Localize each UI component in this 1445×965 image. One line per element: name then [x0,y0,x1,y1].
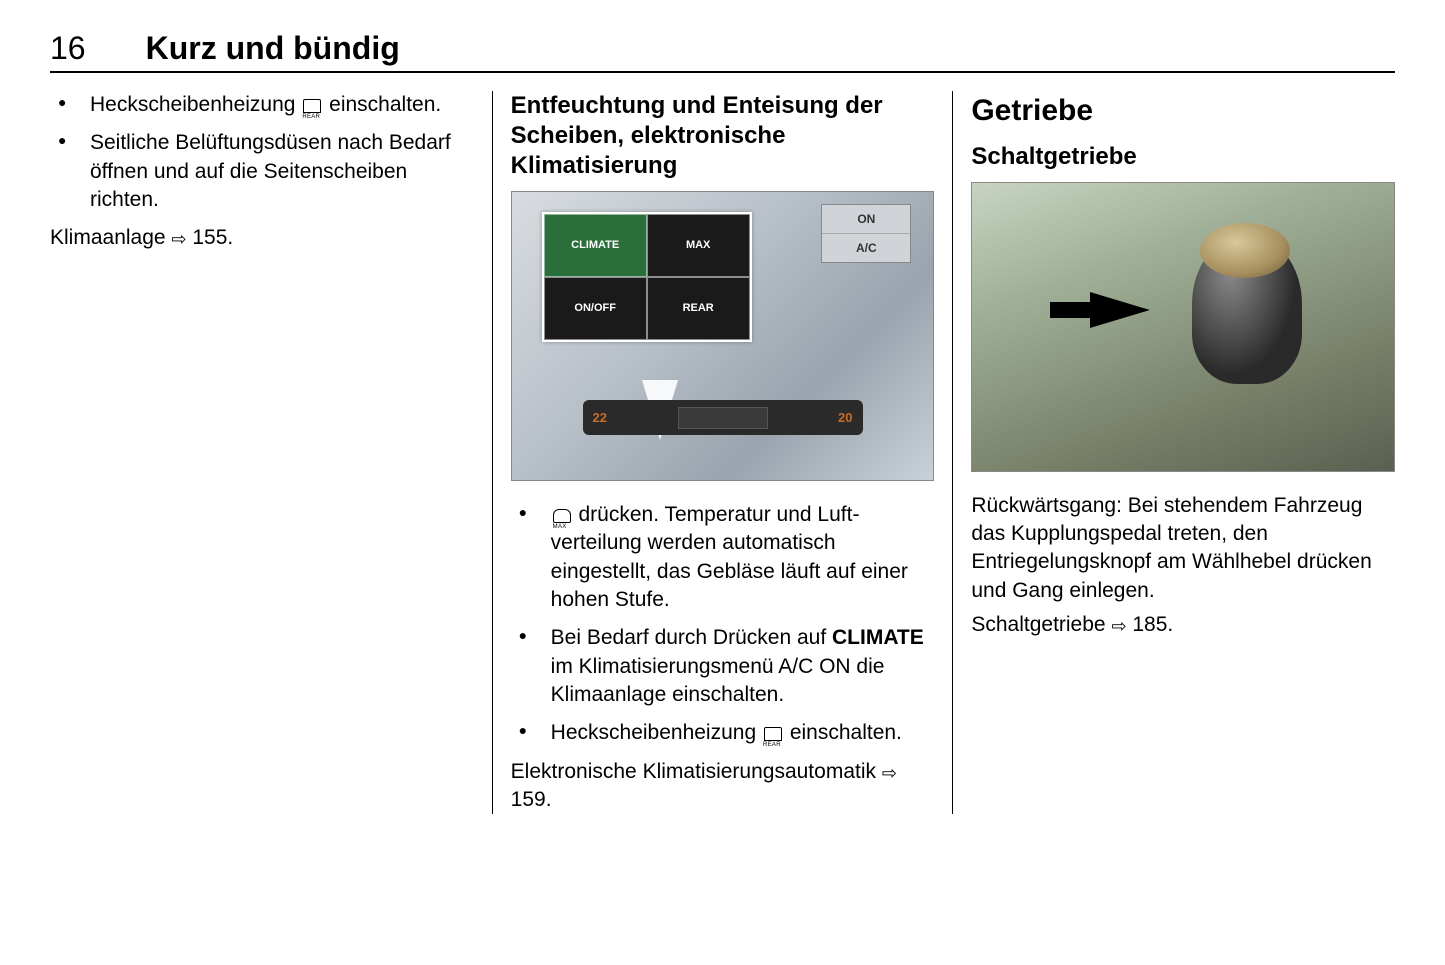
col2-heading: Entfeuchtung und Enteisung der Scheiben,… [511,91,935,181]
col2-reference: Elektronische Klimatisierungsauto­matik … [511,758,935,815]
col3-heading-sub: Schaltgetriebe [971,142,1395,172]
col2-bullet-list: drücken. Temperatur und Luft­verteilung … [511,501,935,748]
list-item: Heckscheibenheizung einschalten. [511,719,935,747]
on-label: ON [822,205,910,234]
climate-menu-overlay: CLIMATE MAX ON/OFF REAR [542,212,752,342]
col1-reference: Klimaanlage ⇨ 155. [50,224,474,252]
list-item: Seitliche Belüftungsdüsen nach Bedarf öf… [50,129,474,214]
chapter-title: Kurz und bündig [146,30,400,67]
rear-defrost-icon [303,99,321,113]
gear-knob-top [1200,223,1290,278]
content-columns: Heckscheibenheizung einschalten. Seitlic… [50,91,1395,814]
list-item: Bei Bedarf durch Drücken auf CLIMATE im … [511,624,935,709]
page-number: 16 [50,30,86,67]
gear-arrow-icon [1090,292,1150,328]
onoff-cell: ON/OFF [544,277,647,340]
max-defrost-icon [553,509,571,523]
page-header: 16 Kurz und bündig [50,30,1395,73]
column-1: Heckscheibenheizung einschalten. Seitlic… [50,91,492,814]
side-buttons: ON A/C [821,204,911,263]
column-2: Entfeuchtung und Enteisung der Scheiben,… [492,91,954,814]
ac-label: A/C [822,234,910,262]
temp-right: 20 [838,409,852,427]
reference-arrow-icon: ⇨ [171,227,186,251]
column-3: Getriebe Schaltgetriebe Rückwärtsgang: B… [953,91,1395,814]
col1-bullet-list: Heckscheibenheizung einschalten. Seitlic… [50,91,474,214]
gearshift-image [971,182,1395,472]
max-cell: MAX [647,214,750,277]
rear-cell: REAR [647,277,750,340]
col3-heading-main: Getriebe [971,91,1395,132]
col3-paragraph: Rückwärtsgang: Bei stehendem Fahrzeug da… [971,492,1395,605]
reference-arrow-icon: ⇨ [882,761,897,785]
climate-control-image: ON A/C CLIMATE MAX ON/OFF REAR 22 20 [511,191,935,481]
rear-defrost-icon [764,727,782,741]
list-item: drücken. Temperatur und Luft­verteilung … [511,501,935,614]
temp-left: 22 [593,409,607,427]
reference-arrow-icon: ⇨ [1111,614,1126,638]
col3-reference: Schaltgetriebe ⇨ 185. [971,611,1395,639]
climate-panel: 22 20 [583,400,863,435]
list-item: Heckscheibenheizung einschalten. [50,91,474,119]
panel-mid [678,407,768,429]
climate-cell: CLIMATE [544,214,647,277]
